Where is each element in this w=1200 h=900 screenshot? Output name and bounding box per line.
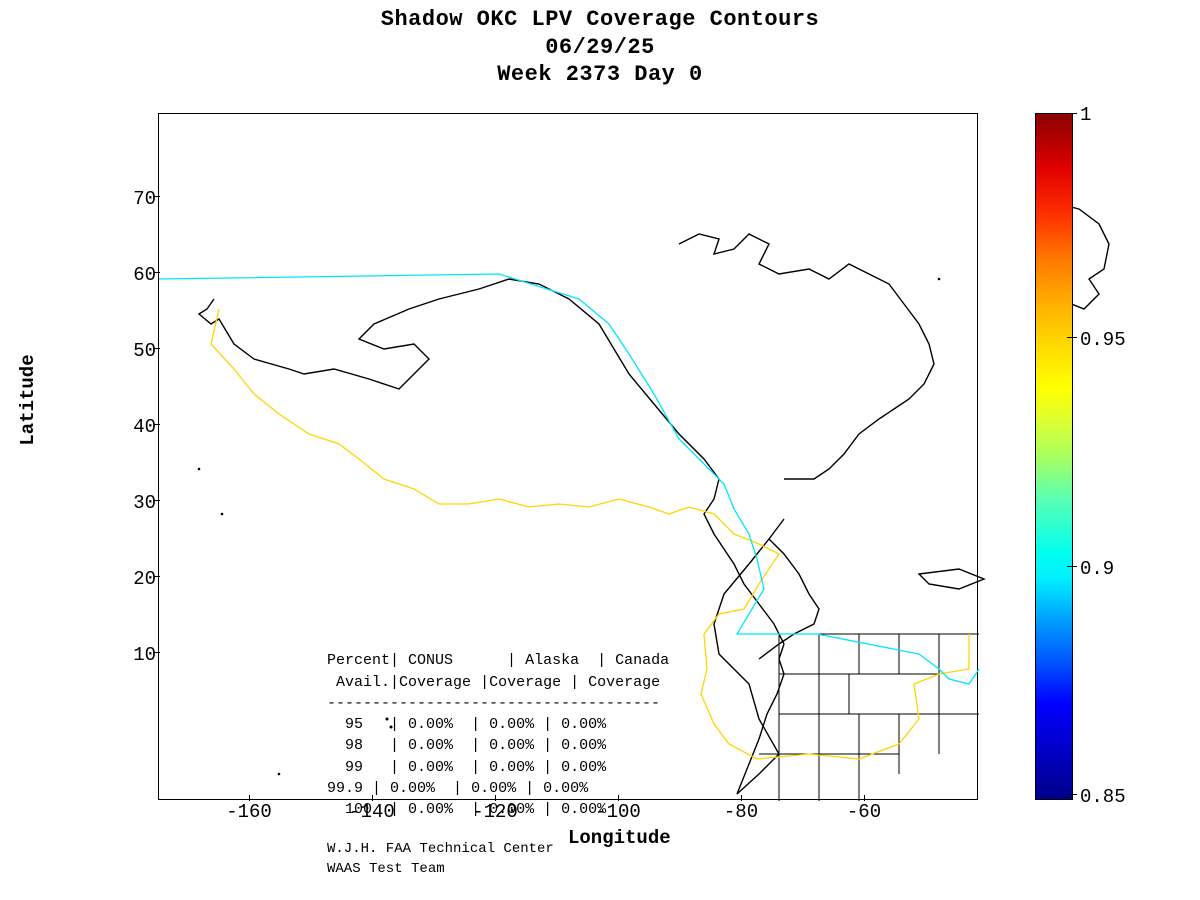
map-marker-hawaii [278, 773, 281, 776]
y-tick-label-10: 10 [130, 644, 156, 666]
y-tick-label-60: 60 [130, 264, 156, 286]
map-marker-5 [938, 278, 941, 281]
colorbar-tick-label-1: 1 [1080, 104, 1091, 126]
root-page: Shadow OKC LPV Coverage Contours 06/29/2… [0, 0, 1200, 900]
table-row[interactable]: 99.9 | 0.00% | 0.00% | 0.00% [327, 780, 588, 797]
y-tick-label-40: 40 [130, 416, 156, 438]
map-marker-1 [198, 468, 201, 471]
colorbar-gradient [1035, 113, 1073, 800]
footer-credits: W.J.H. FAA Technical Center WAAS Test Te… [327, 840, 554, 879]
colorbar-tick-mark-09 [1067, 566, 1077, 567]
title-line2: 06/29/25 [0, 34, 1200, 62]
colorbar-tick-label-085: 0.85 [1080, 786, 1126, 808]
x-tick-mark-m60 [864, 795, 865, 801]
us-state-borders [737, 634, 979, 801]
colorbar-tick-mark-085 [1067, 794, 1077, 795]
table-row[interactable]: 99 | 0.00% | 0.00% | 0.00% [327, 759, 606, 776]
colorbar-tick-label-09: 0.9 [1080, 558, 1114, 580]
title-block: Shadow OKC LPV Coverage Contours 06/29/2… [0, 6, 1200, 89]
y-tick-mark-70 [154, 196, 160, 197]
colorbar-container[interactable] [1035, 113, 1073, 800]
coastline-cuba [919, 569, 984, 589]
coastline-alaska [199, 279, 719, 479]
colorbar-tick-mark-095 [1067, 337, 1077, 338]
y-tick-mark-10 [154, 652, 160, 653]
contour-line-90pct [159, 274, 979, 684]
x-tick-mark-m120 [495, 795, 496, 801]
y-tick-mark-60 [154, 272, 160, 273]
coastline-west-coast [737, 644, 784, 794]
x-tick-mark-m140 [372, 795, 373, 801]
y-tick-label-20: 20 [130, 568, 156, 590]
colorbar-tick-mark-1 [1067, 113, 1077, 114]
y-axis-label: Latitude [17, 354, 39, 445]
x-axis-label: Longitude [568, 827, 671, 849]
y-tick-mark-20 [154, 576, 160, 577]
y-tick-mark-30 [154, 500, 160, 501]
colorbar-tick-label-095: 0.95 [1080, 329, 1126, 351]
y-tick-label-70: 70 [130, 188, 156, 210]
table-row[interactable]: 98 | 0.00% | 0.00% | 0.00% [327, 737, 606, 754]
y-tick-label-30: 30 [130, 492, 156, 514]
y-tick-label-50: 50 [130, 340, 156, 362]
coastline-mexico-ca [714, 519, 784, 794]
x-tick-label-m120: -120 [472, 801, 518, 823]
x-tick-label-m160: -160 [226, 801, 272, 823]
x-tick-mark-m160 [249, 795, 250, 801]
x-tick-label-m100: -100 [595, 801, 641, 823]
map-plot-area[interactable]: Percent| CONUS | Alaska | Canada Avail.|… [158, 113, 978, 800]
coastline-canada-islands [679, 234, 934, 479]
x-tick-mark-m80 [741, 795, 742, 801]
x-tick-label-m60: -60 [847, 801, 881, 823]
title-line1: Shadow OKC LPV Coverage Contours [0, 6, 1200, 34]
map-marker-2 [221, 513, 224, 516]
table-row[interactable]: 95 | 0.00% | 0.00% | 0.00% [327, 716, 606, 733]
x-tick-label-m140: -140 [349, 801, 395, 823]
y-tick-mark-50 [154, 348, 160, 349]
x-tick-label-m80: -80 [724, 801, 758, 823]
y-tick-mark-40 [154, 424, 160, 425]
title-line3: Week 2373 Day 0 [0, 61, 1200, 89]
x-tick-mark-m100 [618, 795, 619, 801]
coastline-central-america [759, 539, 819, 659]
